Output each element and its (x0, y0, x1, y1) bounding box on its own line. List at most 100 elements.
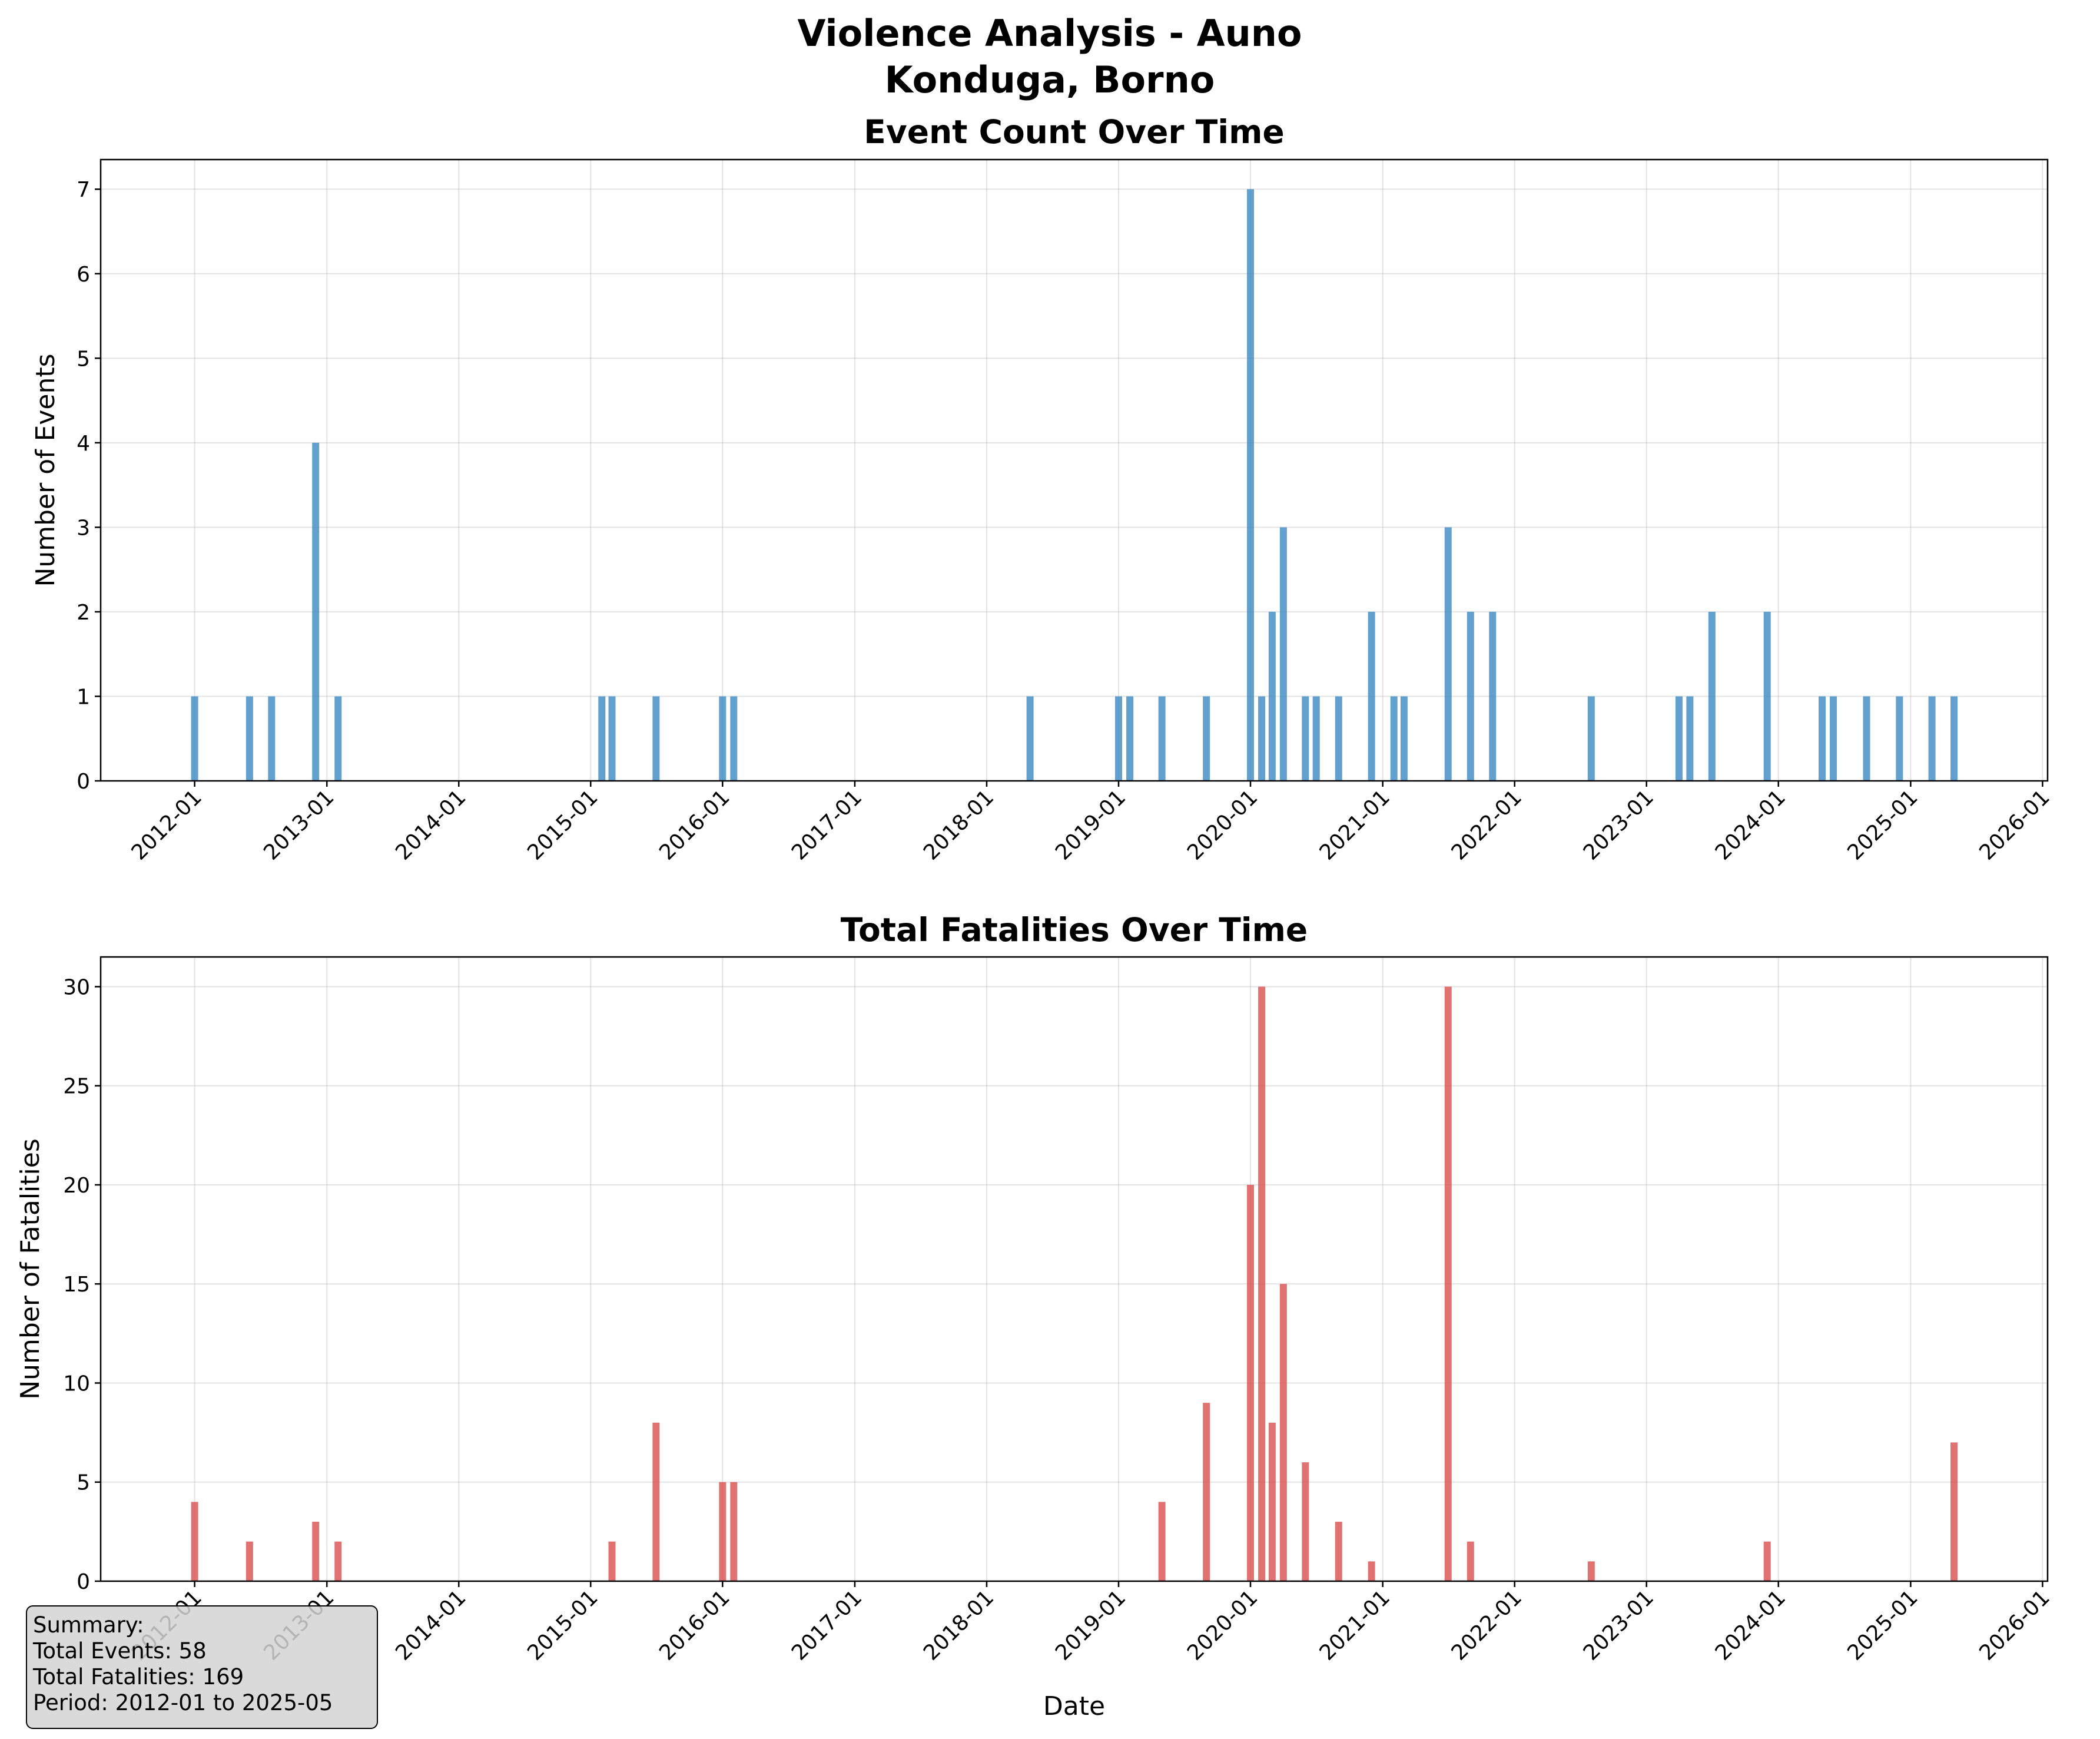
events-chart-title: Event Count Over Time (864, 113, 1284, 151)
events-bar (312, 442, 320, 781)
fatalities-bar (730, 1482, 738, 1581)
events-bar (1444, 527, 1452, 781)
events-bar (1400, 696, 1408, 781)
events-plot-frame (99, 158, 2049, 782)
events-bar (1302, 696, 1309, 781)
events-x-tick-label: 2020-01 (1183, 785, 1262, 864)
fatalities-x-axis-label: Date (1043, 1691, 1105, 1721)
fatalities-bar (1950, 1442, 1958, 1581)
events-bar (1863, 696, 1870, 781)
fatalities-bar (1258, 986, 1266, 1581)
fatalities-y-tick-label: 25 (63, 1075, 90, 1099)
events-bar (1928, 696, 1936, 781)
events-y-tick-label: 5 (77, 347, 90, 371)
events-bar (652, 696, 660, 781)
fatalities-bar (312, 1522, 320, 1581)
fatalities-bar (246, 1541, 253, 1581)
figure-title-line1: Violence Analysis - Auno (797, 12, 1302, 55)
fatalities-bar (1467, 1541, 1474, 1581)
events-bar (1126, 696, 1134, 781)
event-count-chart: Event Count Over Time 0 1 2 3 4 5 6 7 2012-01 2013… (31, 113, 2055, 865)
fatalities-y-tick-label: 10 (63, 1372, 90, 1396)
fatalities-y-tick-label: 5 (77, 1471, 90, 1495)
events-bar (1203, 696, 1210, 781)
events-y-tick-label: 2 (77, 601, 90, 625)
events-bar (1587, 696, 1595, 781)
events-bar (730, 696, 738, 781)
fatalities-bar (1158, 1502, 1166, 1581)
fatalities-y-axis-label: Number of Fatalities (15, 1138, 45, 1400)
events-bar (1258, 696, 1266, 781)
figure-title-line2: Konduga, Borno (885, 58, 1215, 101)
fatalities-bar (1763, 1541, 1771, 1581)
fatalities-bar (1368, 1561, 1375, 1581)
events-bar (1675, 696, 1683, 781)
events-bar (1247, 189, 1255, 781)
events-bar (1763, 611, 1771, 781)
fatalities-x-tick-label: 2018-01 (919, 1585, 998, 1665)
fatalities-x-tick-label: 2017-01 (787, 1585, 867, 1665)
fatalities-chart-title: Total Fatalities Over Time (841, 911, 1308, 949)
events-bar (608, 696, 616, 781)
summary-total-fatalities: Total Fatalities: 169 (33, 1664, 244, 1690)
fatalities-bar (719, 1482, 726, 1581)
fatalities-x-tick-label: 2026-01 (1975, 1585, 2054, 1665)
fatalities-x-tick-label: 2015-01 (523, 1585, 602, 1665)
fatalities-bar (1279, 1284, 1287, 1581)
events-bar (1158, 696, 1166, 781)
events-bar (1279, 527, 1287, 781)
fatalities-bar (1444, 986, 1452, 1581)
events-x-tick-label: 2013-01 (259, 785, 339, 864)
events-bar (598, 696, 606, 781)
events-x-tick-label: 2022-01 (1447, 785, 1527, 864)
events-bar (1312, 696, 1320, 781)
summary-total-events: Total Events: 58 (33, 1638, 207, 1664)
summary-heading: Summary: (33, 1612, 144, 1638)
fatalities-x-tick-label: 2021-01 (1315, 1585, 1395, 1665)
events-x-tick-label: 2012-01 (127, 785, 207, 864)
events-bar (191, 696, 198, 781)
fatalities-x-tick-label: 2023-01 (1579, 1585, 1658, 1665)
fatalities-bar (1302, 1462, 1309, 1581)
events-y-tick-label: 4 (77, 432, 90, 456)
events-x-tick-label: 2026-01 (1975, 785, 2054, 864)
fatalities-bar (1587, 1561, 1595, 1581)
events-bar (1368, 611, 1375, 781)
events-bar (1819, 696, 1826, 781)
events-bar (1686, 696, 1694, 781)
events-y-tick-label: 7 (77, 178, 90, 202)
events-bar (1268, 611, 1276, 781)
events-bar (1708, 611, 1716, 781)
events-bar (1467, 611, 1474, 781)
fatalities-bar (191, 1502, 198, 1581)
fatalities-x-tick-label: 2022-01 (1447, 1585, 1527, 1665)
events-bar (719, 696, 726, 781)
fatalities-bar (608, 1541, 616, 1581)
fatalities-bar (334, 1541, 342, 1581)
events-x-tick-label: 2015-01 (523, 785, 602, 864)
summary-period: Period: 2012-01 to 2025-05 (33, 1690, 333, 1715)
fatalities-chart: Total Fatalities Over Time 0 5 10 15 20 25 30 20… (15, 911, 2055, 1721)
events-x-tick-label: 2023-01 (1579, 785, 1658, 864)
events-y-tick-label: 1 (77, 685, 90, 709)
events-bar (1489, 611, 1497, 781)
summary-box: Summary: Total Events: 58 Total Fataliti… (26, 1605, 378, 1729)
fatalities-bar (1247, 1184, 1255, 1581)
fatalities-y-tick-label: 0 (77, 1570, 90, 1594)
events-x-tick-label: 2016-01 (655, 785, 734, 864)
events-bar (1390, 696, 1398, 781)
events-bar (1335, 696, 1342, 781)
fatalities-x-tick-label: 2019-01 (1051, 1585, 1130, 1665)
events-x-tick-label: 2017-01 (787, 785, 867, 864)
events-bar (1114, 696, 1122, 781)
fatalities-x-tick-label: 2016-01 (655, 1585, 734, 1665)
fatalities-bar (1335, 1522, 1342, 1581)
fatalities-bar (1268, 1422, 1276, 1581)
events-bar (334, 696, 342, 781)
events-y-axis-label: Number of Events (31, 353, 61, 587)
fatalities-x-tick-label: 2025-01 (1843, 1585, 1922, 1665)
events-bar (1830, 696, 1837, 781)
fatalities-x-tick-label: 2014-01 (391, 1585, 470, 1665)
fatalities-x-tick-label: 2024-01 (1711, 1585, 1790, 1665)
